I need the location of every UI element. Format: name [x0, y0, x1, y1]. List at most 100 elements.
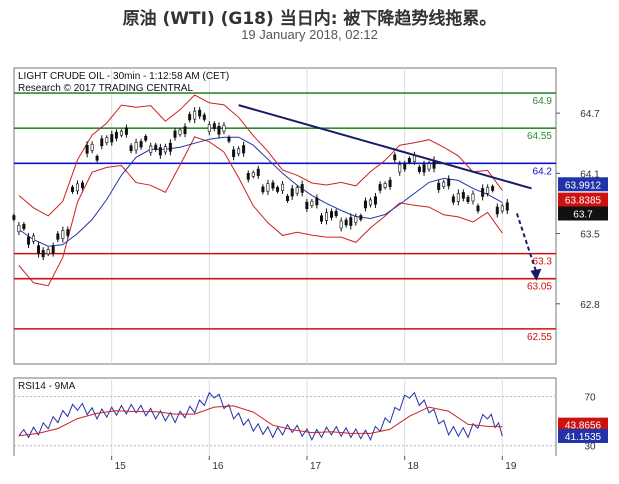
price-candle: [227, 136, 231, 142]
price-candle: [27, 236, 31, 245]
price-candle: [37, 245, 41, 254]
price-candle: [447, 178, 451, 187]
price-candle: [149, 145, 153, 153]
level-label: 64.55: [527, 131, 552, 142]
price-candle: [388, 179, 392, 187]
page-subtitle: 19 January 2018, 02:12: [241, 27, 378, 42]
price-candle: [398, 164, 402, 173]
level-label: 63.3: [533, 257, 553, 268]
price-candle: [232, 149, 236, 158]
price-candle: [183, 126, 187, 135]
price-candle: [354, 216, 358, 223]
rsi-ma-line: [18, 405, 503, 437]
price-candle: [266, 183, 270, 192]
chart-source-line2: Research © 2017 TRADING CENTRAL: [18, 83, 193, 94]
price-candle: [393, 154, 397, 161]
price-candle: [46, 249, 50, 255]
price-candle: [56, 233, 60, 240]
price-candle: [139, 141, 143, 148]
rsi-tick-label: 30: [584, 442, 596, 453]
price-candle: [373, 196, 377, 205]
price-candle: [320, 215, 324, 222]
price-candle: [237, 148, 241, 155]
price-candle: [41, 250, 45, 258]
price-candle: [256, 168, 260, 176]
value-badge-label: 63.8385: [565, 196, 602, 207]
price-candle: [168, 142, 172, 152]
price-candle: [471, 193, 475, 202]
price-candle: [334, 210, 338, 217]
price-candle: [119, 130, 123, 136]
x-tick-label: 19: [505, 461, 517, 472]
projection-arrow-head: [530, 268, 542, 281]
rsi-panel: 70 30 RSI14 - 9MA 43.8656 41.1535: [0, 376, 619, 462]
price-candle: [198, 109, 202, 117]
price-candle: [271, 182, 275, 189]
price-candle: [403, 163, 407, 170]
price-candle: [417, 166, 421, 172]
rsi-label: RSI14 - 9MA: [18, 381, 76, 392]
price-candle: [442, 181, 446, 187]
rsi-frame: [13, 377, 557, 459]
price-candle: [22, 223, 26, 230]
value-badge: [558, 206, 608, 221]
x-tick-label: 16: [212, 461, 224, 472]
price-candle: [85, 144, 89, 154]
price-candle: [32, 235, 36, 242]
price-candle: [495, 206, 499, 215]
level-label: 64.9: [533, 96, 553, 107]
price-candle: [305, 201, 309, 210]
value-badge-label: 63.9912: [565, 180, 602, 191]
price-candle: [95, 155, 99, 161]
price-candle: [246, 173, 250, 180]
price-candle: [242, 145, 246, 154]
upper-band: [18, 94, 503, 217]
price-candle: [359, 215, 363, 220]
price-candle: [222, 124, 226, 132]
price-candle: [188, 114, 192, 121]
price-candle: [422, 164, 426, 173]
y-tick-label: 63.5: [580, 230, 600, 241]
value-badge-label: 63.7: [573, 209, 593, 220]
price-candle: [481, 188, 485, 197]
price-candle: [505, 202, 509, 211]
x-tick-label: 15: [115, 461, 127, 472]
price-candle: [295, 187, 299, 194]
price-candle: [114, 131, 118, 139]
rsi-value-badge-label: 43.8656: [565, 421, 602, 432]
header: 原油 (WTI) (G18) 当日内: 被下降趋势线拖累。 19 January…: [0, 0, 619, 50]
price-candle: [178, 129, 182, 135]
price-candle: [383, 183, 387, 188]
price-candle: [105, 137, 109, 144]
price-candle: [451, 196, 455, 203]
price-candle: [339, 220, 343, 229]
projection-arrow-shaft: [515, 213, 538, 274]
chart-source-line1: LIGHT CRUDE OIL - 30min - 1:12:58 AM (CE…: [18, 71, 229, 82]
price-candle: [212, 123, 216, 129]
rsi-value-badge: [558, 417, 608, 432]
price-candle: [17, 224, 21, 233]
x-tick-label: 17: [310, 461, 322, 472]
price-candle: [300, 184, 304, 193]
price-candle: [378, 184, 382, 191]
price-candle: [61, 230, 65, 239]
price-candle: [51, 245, 55, 254]
level-label: 62.55: [527, 332, 552, 343]
price-candle: [134, 142, 138, 151]
price-candle: [325, 212, 329, 221]
y-tick-label: 64.7: [580, 109, 600, 120]
rsi-value-badge-label: 41.1535: [565, 432, 602, 443]
price-candle: [217, 125, 221, 135]
level-label: 64.2: [533, 166, 553, 177]
price-candle: [349, 217, 353, 226]
price-panel: 64.7 64.1 63.5 62.8 LIGHT CRUDE OIL - 30min …: [0, 62, 619, 372]
price-candle: [66, 229, 70, 236]
x-axis-panel: 15 16 17 18 19: [0, 456, 619, 476]
y-tick-label: 64.1: [580, 169, 600, 180]
price-candle: [12, 215, 16, 220]
price-candle: [207, 124, 211, 132]
price-candle: [202, 114, 206, 120]
price-candle: [251, 172, 255, 177]
price-candle: [290, 188, 294, 197]
